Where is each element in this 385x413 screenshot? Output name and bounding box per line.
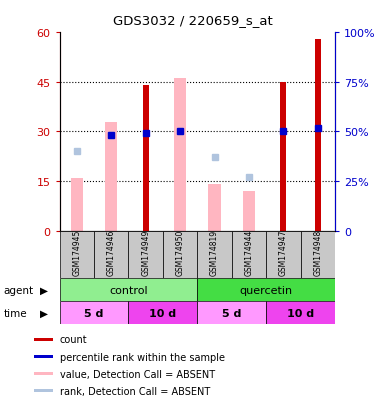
Bar	[163, 231, 197, 279]
Text: agent: agent	[4, 285, 34, 295]
Bar	[34, 355, 53, 358]
Text: value, Detection Call = ABSENT: value, Detection Call = ABSENT	[60, 369, 215, 379]
Bar	[174, 79, 186, 231]
Bar	[301, 231, 335, 279]
Text: GSM174950: GSM174950	[176, 230, 185, 276]
Bar	[243, 192, 255, 231]
Bar	[60, 279, 197, 301]
Text: 10 d: 10 d	[149, 308, 176, 318]
Bar	[315, 40, 321, 231]
Text: 5 d: 5 d	[84, 308, 104, 318]
Bar	[34, 373, 53, 375]
Bar	[34, 389, 53, 392]
Text: GSM174944: GSM174944	[244, 230, 253, 276]
Bar	[71, 178, 83, 231]
Text: GSM174946: GSM174946	[107, 230, 116, 276]
Text: GSM174947: GSM174947	[279, 230, 288, 276]
Bar	[105, 122, 117, 231]
Text: rank, Detection Call = ABSENT: rank, Detection Call = ABSENT	[60, 386, 210, 396]
Text: time: time	[4, 308, 27, 318]
Bar	[129, 231, 163, 279]
Bar	[60, 231, 94, 279]
Bar	[209, 185, 221, 231]
Text: GSM174948: GSM174948	[313, 230, 322, 276]
Bar	[266, 231, 301, 279]
Bar	[197, 301, 266, 324]
Bar	[129, 301, 197, 324]
Bar	[197, 231, 232, 279]
Text: quercetin: quercetin	[239, 285, 293, 295]
Text: GSM174819: GSM174819	[210, 230, 219, 275]
Text: 5 d: 5 d	[222, 308, 241, 318]
Bar	[197, 279, 335, 301]
Bar	[60, 301, 129, 324]
Text: GSM174945: GSM174945	[72, 230, 81, 276]
Text: control: control	[109, 285, 148, 295]
Bar	[34, 338, 53, 341]
Bar	[142, 86, 149, 231]
Text: count: count	[60, 335, 87, 344]
Bar	[280, 83, 286, 231]
Bar	[94, 231, 129, 279]
Text: ▶: ▶	[40, 308, 49, 318]
Text: percentile rank within the sample: percentile rank within the sample	[60, 352, 224, 362]
Bar	[232, 231, 266, 279]
Text: ▶: ▶	[40, 285, 49, 295]
Text: GSM174949: GSM174949	[141, 230, 150, 276]
Text: 10 d: 10 d	[287, 308, 314, 318]
Text: GDS3032 / 220659_s_at: GDS3032 / 220659_s_at	[113, 14, 272, 27]
Bar	[266, 301, 335, 324]
